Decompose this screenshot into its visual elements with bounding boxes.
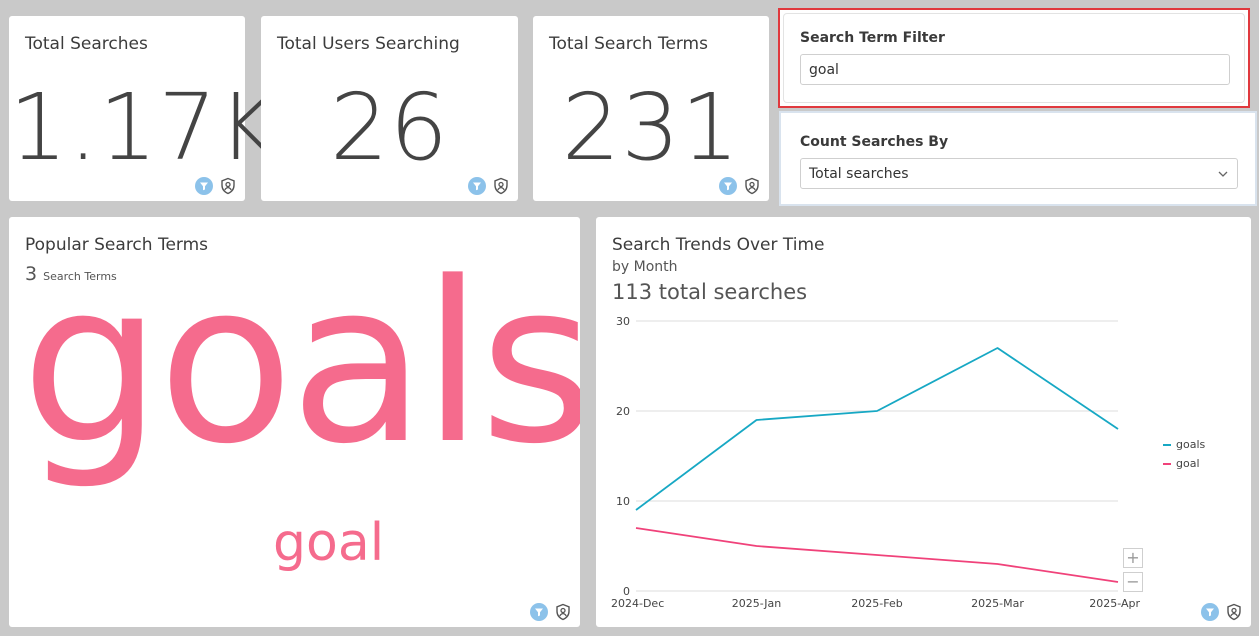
shield-user-icon[interactable]	[492, 177, 510, 195]
y-tick-label: 30	[616, 315, 630, 328]
legend-label: goal	[1176, 457, 1200, 470]
filter-icon[interactable]	[719, 177, 737, 195]
term-count: 3	[25, 263, 38, 285]
count-by-card: Count Searches By Total searches	[784, 116, 1252, 201]
zoom-in-button[interactable]: +	[1123, 548, 1143, 568]
search-term-input[interactable]	[800, 54, 1230, 85]
kpi-title: Total Users Searching	[277, 34, 460, 54]
search-trends-card: Search Trends Over Time by Month 113 tot…	[596, 217, 1251, 627]
chevron-down-icon	[1217, 166, 1229, 182]
popular-terms-card: Popular Search Terms 3 Search Terms goal…	[9, 217, 580, 627]
search-term-filter-title: Search Term Filter	[800, 30, 945, 46]
trends-title: Search Trends Over Time	[612, 235, 825, 255]
search-term-filter-card: Search Term Filter	[784, 14, 1244, 102]
kpi-card-total-terms: Total Search Terms 231	[533, 16, 769, 201]
count-by-title: Count Searches By	[800, 134, 949, 150]
chart-legend: goals goal	[1163, 438, 1205, 476]
card-icons	[1201, 603, 1243, 621]
kpi-value: 231	[561, 74, 741, 181]
legend-swatch	[1163, 443, 1171, 446]
filter-icon[interactable]	[530, 603, 548, 621]
shield-user-icon[interactable]	[743, 177, 761, 195]
kpi-value: 1.17K	[9, 74, 280, 181]
filter-icon[interactable]	[1201, 603, 1219, 621]
count-by-frame: Count Searches By Total searches	[779, 111, 1257, 206]
term-count-line: 3 Search Terms	[25, 263, 117, 285]
series-line-goal	[635, 527, 1119, 583]
kpi-title: Total Search Terms	[549, 34, 708, 54]
legend-item-goals[interactable]: goals	[1163, 438, 1205, 451]
popular-terms-title: Popular Search Terms	[25, 235, 209, 255]
x-tick-label: 2025-Feb	[851, 597, 902, 610]
word-goals[interactable]: goals	[21, 235, 580, 493]
shield-user-icon[interactable]	[219, 177, 237, 195]
card-icons	[468, 177, 510, 195]
search-filter-highlight: Search Term Filter	[778, 8, 1250, 108]
filter-icon[interactable]	[195, 177, 213, 195]
kpi-value: 26	[329, 74, 450, 181]
card-icons	[719, 177, 761, 195]
trends-total: 113 total searches	[612, 280, 808, 304]
legend-label: goals	[1176, 438, 1206, 451]
legend-item-goal[interactable]: goal	[1163, 457, 1205, 470]
zoom-out-button[interactable]: −	[1123, 572, 1143, 592]
trends-subtitle: by Month	[612, 259, 678, 275]
shield-user-icon[interactable]	[554, 603, 572, 621]
x-tick-label: 2025-Mar	[971, 597, 1024, 610]
series-line-goals	[635, 347, 1119, 511]
card-icons	[530, 603, 572, 621]
count-by-select[interactable]: Total searches	[800, 158, 1238, 189]
trend-line-chart: 0 10 20 30 2024-Dec 2025-Jan 2025-Feb 2025-Mar 2…	[611, 315, 1140, 610]
x-tick-label: 2025-Jan	[732, 597, 782, 610]
y-tick-label: 10	[616, 495, 630, 508]
kpi-card-total-searches: Total Searches 1.17K	[9, 16, 280, 201]
kpi-title: Total Searches	[25, 34, 148, 54]
x-tick-label: 2025-Apr	[1089, 597, 1140, 610]
y-tick-label: 20	[616, 405, 630, 418]
y-tick-label: 0	[623, 585, 630, 598]
term-count-label: Search Terms	[43, 270, 117, 283]
word-goal[interactable]: goal	[273, 513, 385, 573]
shield-user-icon[interactable]	[1225, 603, 1243, 621]
card-icons	[195, 177, 237, 195]
count-by-selected: Total searches	[809, 165, 909, 182]
kpi-card-total-users: Total Users Searching 26	[261, 16, 518, 201]
legend-swatch	[1163, 462, 1171, 465]
x-tick-label: 2024-Dec	[611, 597, 664, 610]
filter-icon[interactable]	[468, 177, 486, 195]
